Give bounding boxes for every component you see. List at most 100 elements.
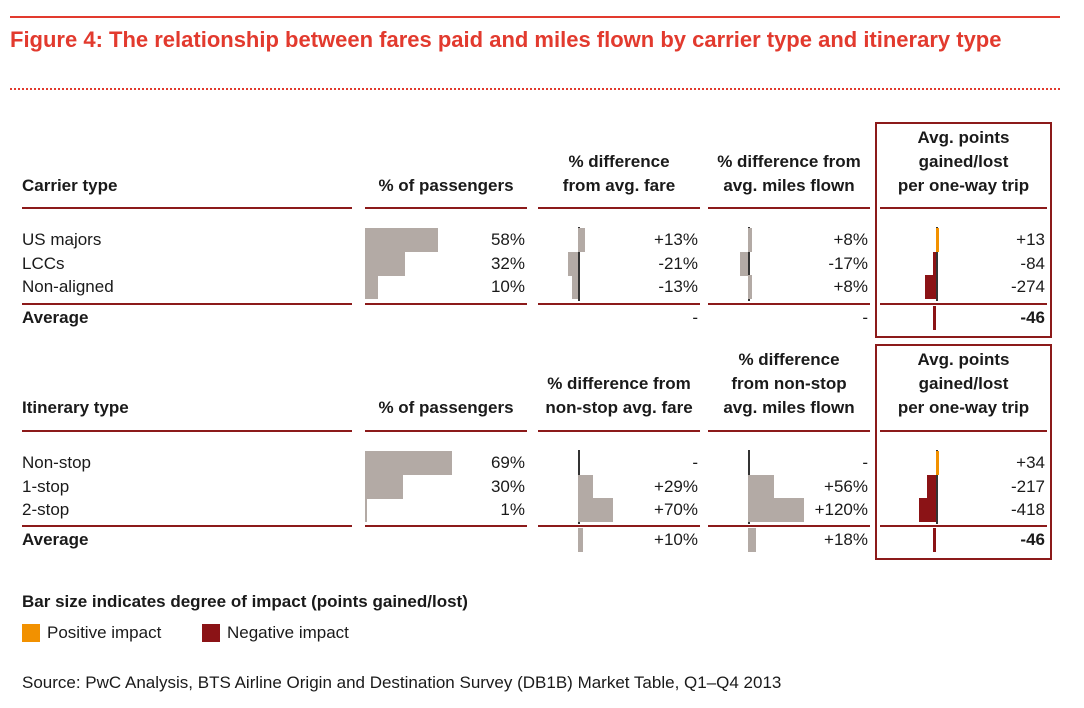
bar-points <box>924 275 936 299</box>
bar-fare-diff <box>567 252 578 276</box>
value-fare-diff: +13% <box>654 230 698 249</box>
bar-passengers <box>365 252 406 276</box>
value-fare-diff: -21% <box>658 254 698 273</box>
bar-passengers <box>365 498 367 522</box>
value-fare-diff: - <box>692 453 698 472</box>
average-rule-pts-1 <box>880 525 1047 527</box>
bar-passengers <box>365 475 403 499</box>
bar-points <box>927 475 936 499</box>
header-underline-passengers-0 <box>365 207 527 209</box>
axis-pts-1 <box>936 450 938 524</box>
header-points-0-1: gained/lost <box>918 152 1009 171</box>
bar-miles-diff <box>748 498 805 522</box>
average-rule-label-0 <box>22 303 352 305</box>
value-passengers: 30% <box>490 477 525 496</box>
average-rule-pass-1 <box>365 525 527 527</box>
bar-passengers <box>365 275 378 299</box>
value-fare-diff: -13% <box>658 277 698 296</box>
header-miles-1-2: avg. miles flown <box>723 398 855 417</box>
title-dotted-rule <box>10 88 1060 90</box>
header-fare-1-0: % difference from <box>547 374 691 393</box>
value-miles-diff: - <box>862 453 868 472</box>
average-miles-diff: +18% <box>824 530 868 549</box>
average-points: -46 <box>1020 530 1045 549</box>
top-rule <box>10 16 1060 18</box>
bar-points <box>936 228 939 252</box>
bar-fare-diff <box>578 498 613 522</box>
header-passengers-0-0: % of passengers <box>378 176 514 195</box>
average-fare-diff: - <box>692 308 698 327</box>
value-fare-diff: +29% <box>654 477 698 496</box>
average-rule-pts-0 <box>880 303 1047 305</box>
average-label: Average <box>22 530 89 549</box>
value-miles-diff: +56% <box>824 477 868 496</box>
bar-miles-diff <box>740 252 748 276</box>
header-points-1-2: per one-way trip <box>897 398 1030 417</box>
source-note: Source: PwC Analysis, BTS Airline Origin… <box>22 673 782 692</box>
row-label: 1-stop <box>22 477 70 496</box>
legend-negative-label: Negative impact <box>227 623 349 642</box>
header-underline-label-1 <box>22 430 352 432</box>
row-label: LCCs <box>22 254 65 273</box>
header-underline-points-0 <box>880 207 1047 209</box>
value-passengers: 10% <box>490 277 525 296</box>
bar-miles-diff <box>748 475 775 499</box>
value-passengers: 1% <box>500 500 525 519</box>
average-rule-label-1 <box>22 525 352 527</box>
row-label: Non-aligned <box>22 277 114 296</box>
header-underline-miles-1 <box>708 430 870 432</box>
axis-pts-0 <box>936 227 938 301</box>
header-points-0-2: per one-way trip <box>897 176 1030 195</box>
header-underline-label-0 <box>22 207 352 209</box>
header-miles-0-0: % difference from <box>717 152 861 171</box>
header-fare-0-1: from avg. fare <box>562 176 676 195</box>
axis-miles-0 <box>748 227 750 301</box>
legend-positive-label: Positive impact <box>47 623 162 642</box>
bar-fare-diff <box>578 228 585 252</box>
header-underline-fare-1 <box>538 430 700 432</box>
header-passengers-1-0: % of passengers <box>378 398 514 417</box>
value-passengers: 69% <box>490 453 525 472</box>
average-rule-miles-1 <box>708 525 870 527</box>
value-points: -84 <box>1020 254 1045 273</box>
value-points: -217 <box>1010 477 1045 496</box>
average-label: Average <box>22 308 89 327</box>
header-label-0-0: Carrier type <box>22 176 118 195</box>
value-points: -418 <box>1010 500 1045 519</box>
value-miles-diff: +8% <box>833 230 869 249</box>
header-miles-0-1: avg. miles flown <box>723 176 855 195</box>
bar-points <box>936 451 939 475</box>
average-fare-diff: +10% <box>654 530 698 549</box>
header-fare-0-0: % difference <box>568 152 670 171</box>
header-label-1-0: Itinerary type <box>22 398 129 417</box>
points-box-carrier <box>875 122 1052 338</box>
value-miles-diff: -17% <box>828 254 868 273</box>
row-label: 2-stop <box>22 500 70 519</box>
header-points-0-0: Avg. points <box>917 128 1010 147</box>
header-underline-passengers-1 <box>365 430 527 432</box>
row-label: Non-stop <box>22 453 91 472</box>
bar-average-miles-diff <box>748 528 757 552</box>
bar-miles-diff <box>748 228 752 252</box>
average-rule-miles-0 <box>708 303 870 305</box>
header-miles-1-0: % difference <box>738 350 840 369</box>
legend-negative-swatch <box>202 624 220 642</box>
bar-passengers <box>365 451 452 475</box>
bar-average-fare-diff <box>578 528 583 552</box>
value-points: +13 <box>1016 230 1045 249</box>
figure-title: Figure 4: The relationship between fares… <box>10 27 1002 52</box>
average-rule-fare-1 <box>538 525 700 527</box>
header-points-1-0: Avg. points <box>917 350 1010 369</box>
legend-title: Bar size indicates degree of impact (poi… <box>22 592 468 611</box>
value-fare-diff: +70% <box>654 500 698 519</box>
average-rule-pass-0 <box>365 303 527 305</box>
header-fare-1-1: non-stop avg. fare <box>545 398 693 417</box>
header-underline-fare-0 <box>538 207 700 209</box>
value-passengers: 32% <box>490 254 525 273</box>
bar-average-points <box>933 528 936 552</box>
value-points: +34 <box>1016 453 1045 472</box>
bar-miles-diff <box>748 275 752 299</box>
value-miles-diff: +120% <box>814 500 868 519</box>
bar-average-points <box>933 306 936 330</box>
value-passengers: 58% <box>490 230 525 249</box>
